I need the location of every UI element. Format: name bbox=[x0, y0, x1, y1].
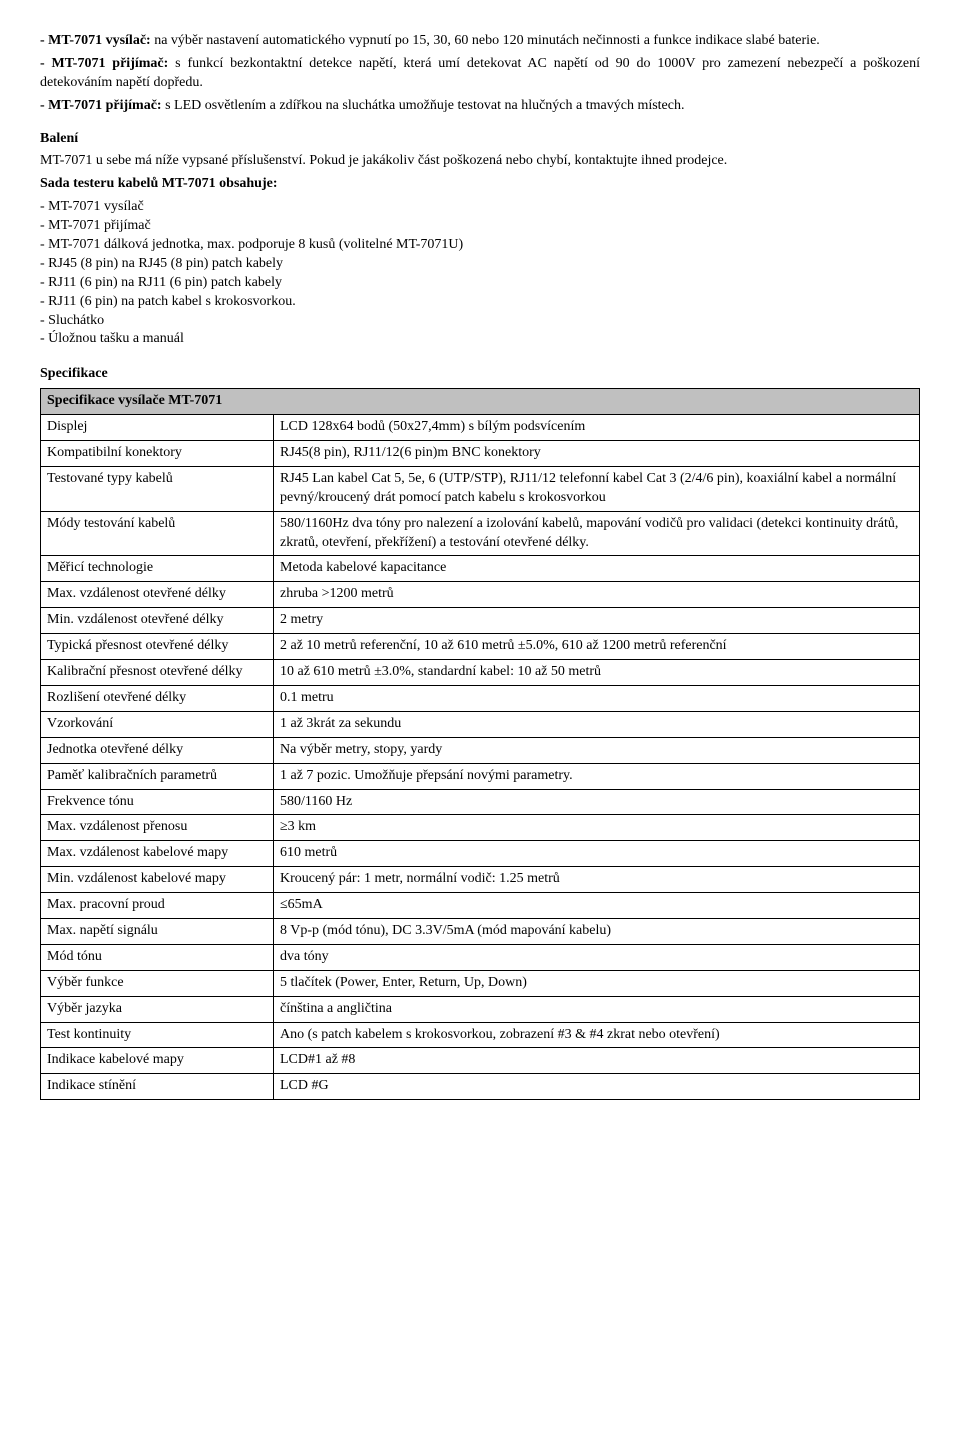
spec-value: 580/1160 Hz bbox=[274, 789, 920, 815]
spec-value: 2 až 10 metrů referenční, 10 až 610 metr… bbox=[274, 634, 920, 660]
table-row: Mód tónudva tóny bbox=[41, 944, 920, 970]
spec-table-header: Specifikace vysílače MT-7071 bbox=[41, 389, 920, 415]
spec-label: Jednotka otevřené délky bbox=[41, 737, 274, 763]
table-row: Módy testování kabelů580/1160Hz dva tóny… bbox=[41, 511, 920, 556]
table-row: Kompatibilní konektoryRJ45(8 pin), RJ11/… bbox=[41, 441, 920, 467]
table-row: Max. vzdálenost kabelové mapy610 metrů bbox=[41, 841, 920, 867]
table-row: Výběr jazykačínština a angličtina bbox=[41, 996, 920, 1022]
spec-value: LCD #G bbox=[274, 1074, 920, 1100]
spec-value: 10 až 610 metrů ±3.0%, standardní kabel:… bbox=[274, 660, 920, 686]
list-item: - RJ11 (6 pin) na RJ11 (6 pin) patch kab… bbox=[40, 274, 920, 293]
table-row: Rozlišení otevřené délky0.1 metru bbox=[41, 685, 920, 711]
spec-value: 0.1 metru bbox=[274, 685, 920, 711]
intro-prijimac1-text: s funkcí bezkontaktní detekce napětí, kt… bbox=[40, 56, 920, 90]
spec-value: RJ45 Lan kabel Cat 5, 5e, 6 (UTP/STP), R… bbox=[274, 466, 920, 511]
spec-label: Kalibrační přesnost otevřené délky bbox=[41, 660, 274, 686]
spec-value: RJ45(8 pin), RJ11/12(6 pin)m BNC konekto… bbox=[274, 441, 920, 467]
baleni-heading: Balení bbox=[40, 130, 920, 149]
spec-label: Min. vzdálenost kabelové mapy bbox=[41, 867, 274, 893]
table-row: Typická přesnost otevřené délky2 až 10 m… bbox=[41, 634, 920, 660]
table-row: Max. pracovní proud≤65mA bbox=[41, 893, 920, 919]
spec-value: 610 metrů bbox=[274, 841, 920, 867]
intro-prijimac2-text: s LED osvětlením a zdířkou na sluchátka … bbox=[162, 98, 685, 113]
spec-value: Na výběr metry, stopy, yardy bbox=[274, 737, 920, 763]
spec-value: LCD 128x64 bodů (50x27,4mm) s bílým pods… bbox=[274, 415, 920, 441]
spec-value: 1 až 3krát za sekundu bbox=[274, 711, 920, 737]
spec-label: Kompatibilní konektory bbox=[41, 441, 274, 467]
list-item: - Úložnou tašku a manuál bbox=[40, 330, 920, 349]
sada-heading: Sada testeru kabelů MT-7071 obsahuje: bbox=[40, 175, 920, 194]
intro-vysilac-text: na výběr nastavení automatického vypnutí… bbox=[151, 33, 820, 48]
list-item: - MT-7071 vysílač bbox=[40, 198, 920, 217]
spec-heading: Specifikace bbox=[40, 365, 920, 384]
list-item: - MT-7071 dálková jednotka, max. podporu… bbox=[40, 236, 920, 255]
intro-prijimac1: - MT-7071 přijímač: s funkcí bezkontaktn… bbox=[40, 55, 920, 93]
table-row: Kalibrační přesnost otevřené délky10 až … bbox=[41, 660, 920, 686]
spec-value: 8 Vp-p (mód tónu), DC 3.3V/5mA (mód mapo… bbox=[274, 918, 920, 944]
spec-label: Vzorkování bbox=[41, 711, 274, 737]
spec-label: Indikace stínění bbox=[41, 1074, 274, 1100]
table-row: Min. vzdálenost otevřené délky2 metry bbox=[41, 608, 920, 634]
spec-label: Min. vzdálenost otevřené délky bbox=[41, 608, 274, 634]
spec-label: Max. napětí signálu bbox=[41, 918, 274, 944]
list-item: - MT-7071 přijímač bbox=[40, 217, 920, 236]
spec-value: ≤65mA bbox=[274, 893, 920, 919]
spec-value: čínština a angličtina bbox=[274, 996, 920, 1022]
table-row: Min. vzdálenost kabelové mapyKroucený pá… bbox=[41, 867, 920, 893]
spec-label: Typická přesnost otevřené délky bbox=[41, 634, 274, 660]
spec-value: Metoda kabelové kapacitance bbox=[274, 556, 920, 582]
table-row: Jednotka otevřené délkyNa výběr metry, s… bbox=[41, 737, 920, 763]
table-row: Test kontinuityAno (s patch kabelem s kr… bbox=[41, 1022, 920, 1048]
spec-label: Displej bbox=[41, 415, 274, 441]
table-row: Frekvence tónu580/1160 Hz bbox=[41, 789, 920, 815]
spec-label: Testované typy kabelů bbox=[41, 466, 274, 511]
spec-label: Max. vzdálenost otevřené délky bbox=[41, 582, 274, 608]
table-row: Testované typy kabelůRJ45 Lan kabel Cat … bbox=[41, 466, 920, 511]
baleni-list: - MT-7071 vysílač - MT-7071 přijímač - M… bbox=[40, 198, 920, 349]
spec-value: Kroucený pár: 1 metr, normální vodič: 1.… bbox=[274, 867, 920, 893]
spec-label: Frekvence tónu bbox=[41, 789, 274, 815]
intro-prijimac2-label: - MT-7071 přijímač: bbox=[40, 98, 162, 113]
list-item: - RJ11 (6 pin) na patch kabel s krokosvo… bbox=[40, 293, 920, 312]
table-row: Max. napětí signálu8 Vp-p (mód tónu), DC… bbox=[41, 918, 920, 944]
spec-label: Max. vzdálenost přenosu bbox=[41, 815, 274, 841]
intro-vysilac: - MT-7071 vysílač: na výběr nastavení au… bbox=[40, 32, 920, 51]
spec-label: Indikace kabelové mapy bbox=[41, 1048, 274, 1074]
spec-value: LCD#1 až #8 bbox=[274, 1048, 920, 1074]
table-row: Indikace kabelové mapyLCD#1 až #8 bbox=[41, 1048, 920, 1074]
spec-value: Ano (s patch kabelem s krokosvorkou, zob… bbox=[274, 1022, 920, 1048]
spec-value: 1 až 7 pozic. Umožňuje přepsání novými p… bbox=[274, 763, 920, 789]
spec-label: Mód tónu bbox=[41, 944, 274, 970]
spec-label: Rozlišení otevřené délky bbox=[41, 685, 274, 711]
spec-label: Test kontinuity bbox=[41, 1022, 274, 1048]
spec-value: 580/1160Hz dva tóny pro nalezení a izolo… bbox=[274, 511, 920, 556]
intro-prijimac1-label: - MT-7071 přijímač: bbox=[40, 56, 168, 71]
spec-value: 2 metry bbox=[274, 608, 920, 634]
spec-label: Paměť kalibračních parametrů bbox=[41, 763, 274, 789]
table-row: Výběr funkce5 tlačítek (Power, Enter, Re… bbox=[41, 970, 920, 996]
baleni-text: MT-7071 u sebe má níže vypsané příslušen… bbox=[40, 152, 920, 171]
table-row: DisplejLCD 128x64 bodů (50x27,4mm) s bíl… bbox=[41, 415, 920, 441]
list-item: - Sluchátko bbox=[40, 312, 920, 331]
table-row: Paměť kalibračních parametrů1 až 7 pozic… bbox=[41, 763, 920, 789]
table-row: Indikace stíněníLCD #G bbox=[41, 1074, 920, 1100]
intro-prijimac2: - MT-7071 přijímač: s LED osvětlením a z… bbox=[40, 97, 920, 116]
intro-vysilac-label: - MT-7071 vysílač: bbox=[40, 33, 151, 48]
spec-label: Módy testování kabelů bbox=[41, 511, 274, 556]
table-row: Max. vzdálenost přenosu≥3 km bbox=[41, 815, 920, 841]
spec-label: Výběr jazyka bbox=[41, 996, 274, 1022]
table-row: Vzorkování1 až 3krát za sekundu bbox=[41, 711, 920, 737]
spec-value: ≥3 km bbox=[274, 815, 920, 841]
spec-value: dva tóny bbox=[274, 944, 920, 970]
list-item: - RJ45 (8 pin) na RJ45 (8 pin) patch kab… bbox=[40, 255, 920, 274]
spec-label: Max. pracovní proud bbox=[41, 893, 274, 919]
table-row: Max. vzdálenost otevřené délkyzhruba >12… bbox=[41, 582, 920, 608]
spec-value: 5 tlačítek (Power, Enter, Return, Up, Do… bbox=[274, 970, 920, 996]
table-row: Měřicí technologieMetoda kabelové kapaci… bbox=[41, 556, 920, 582]
spec-table: Specifikace vysílače MT-7071 DisplejLCD … bbox=[40, 388, 920, 1100]
spec-label: Max. vzdálenost kabelové mapy bbox=[41, 841, 274, 867]
spec-label: Výběr funkce bbox=[41, 970, 274, 996]
spec-value: zhruba >1200 metrů bbox=[274, 582, 920, 608]
spec-label: Měřicí technologie bbox=[41, 556, 274, 582]
